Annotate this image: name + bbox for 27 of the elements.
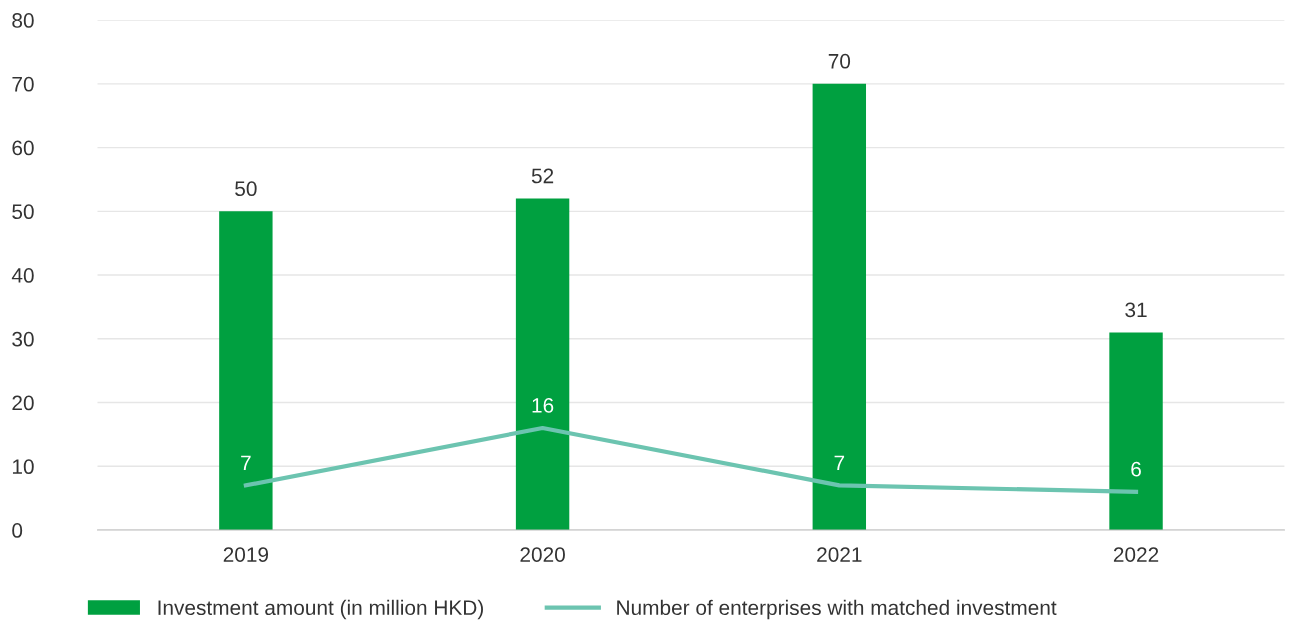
y-tick-label: 40	[11, 268, 34, 283]
data-label: 7	[241, 455, 251, 470]
data-label: 7	[834, 455, 845, 470]
data-label: 31	[1125, 302, 1147, 318]
bar	[1109, 332, 1163, 531]
x-tick-label: 2022	[1113, 547, 1159, 562]
y-tick-label: 80	[12, 13, 34, 28]
y-tick-label: 70	[12, 76, 34, 92]
data-label: 70	[828, 53, 851, 69]
legend-label: Investment amount (in million HKD)	[158, 599, 483, 620]
y-tick-label: 60	[12, 140, 34, 156]
bar	[219, 211, 273, 531]
y-tick-label: 0	[12, 523, 23, 538]
bar	[812, 83, 867, 531]
data-label: 16	[532, 398, 554, 413]
bar	[515, 198, 570, 531]
data-label: 52	[531, 168, 554, 184]
data-label: 6	[1131, 461, 1141, 477]
x-tick-label: 2020	[520, 547, 565, 562]
data-label: 50	[235, 181, 257, 197]
legend-label: Number of enterprises with matched investment	[617, 599, 1057, 620]
x-tick-label: 2021	[817, 547, 862, 562]
y-tick-label: 20	[12, 395, 34, 411]
y-tick-label: 30	[12, 331, 34, 347]
y-tick-label: 50	[12, 204, 34, 220]
y-tick-label: 10	[12, 459, 34, 475]
x-tick-label: 2019	[223, 547, 269, 562]
